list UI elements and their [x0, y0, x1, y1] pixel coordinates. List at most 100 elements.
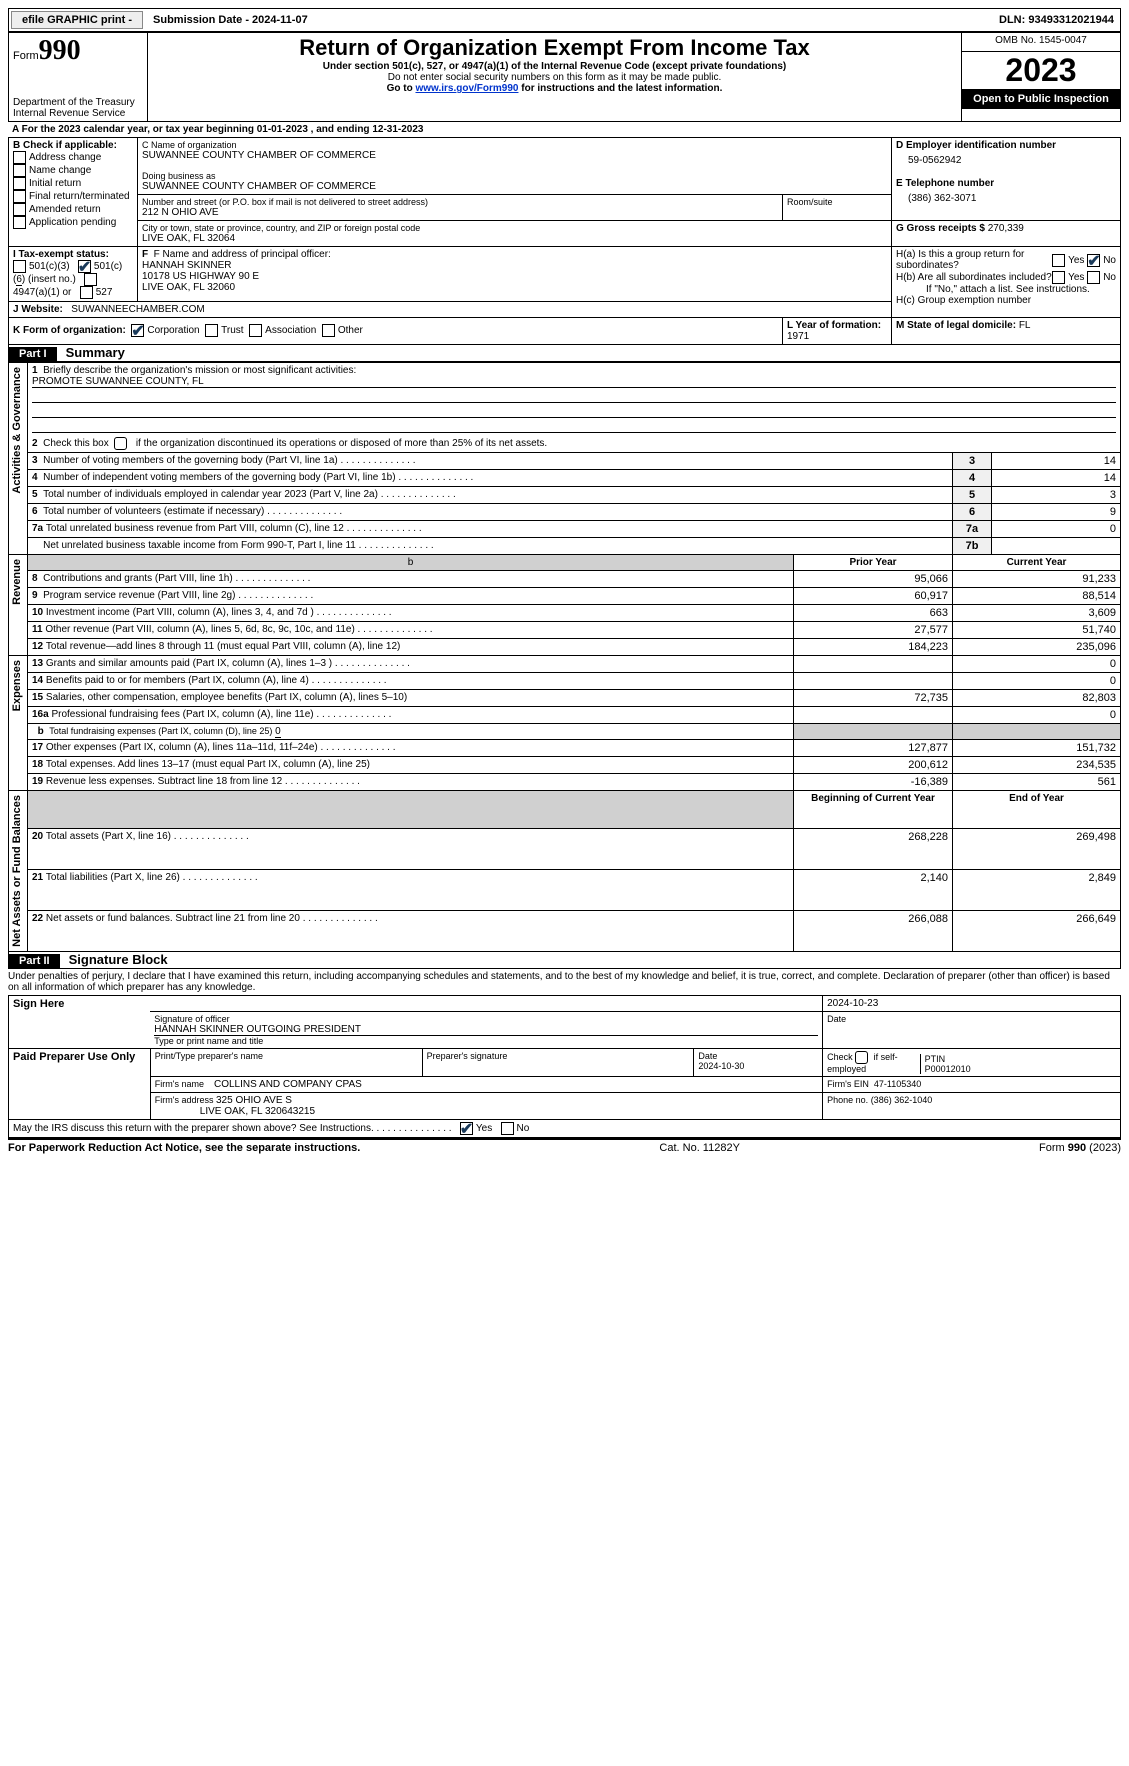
irs-label: Internal Revenue Service — [13, 108, 143, 119]
c11: 51,740 — [953, 622, 1121, 639]
firm-ein: 47-1105340 — [874, 1079, 921, 1089]
ptin: P00012010 — [925, 1064, 971, 1074]
k-label: K Form of organization: — [13, 325, 126, 336]
tax-year: 2023 — [962, 52, 1120, 89]
p14 — [794, 673, 953, 690]
cb-discuss-yes[interactable] — [460, 1122, 473, 1135]
cb-discuss-no[interactable] — [501, 1122, 514, 1135]
part2-title: Signature Block — [63, 952, 168, 967]
cb-4947[interactable] — [84, 273, 97, 286]
cb-trust[interactable] — [205, 324, 218, 337]
discuss-label: May the IRS discuss this return with the… — [13, 1123, 452, 1134]
h-c-label: H(c) Group exemption number — [896, 295, 1116, 306]
ein-value: 59-0562942 — [896, 151, 1116, 178]
f-officer-label: F F Name and address of principal office… — [142, 249, 887, 260]
v4: 14 — [992, 470, 1121, 487]
p19: -16,389 — [794, 774, 953, 791]
cb-corp[interactable] — [131, 324, 144, 337]
b20: 268,228 — [794, 829, 953, 870]
irs-link[interactable]: www.irs.gov/Form990 — [415, 83, 518, 94]
cb-assoc[interactable] — [249, 324, 262, 337]
form-number: 990 — [39, 35, 81, 66]
line13: Grants and similar amounts paid (Part IX… — [46, 658, 410, 669]
line8: Contributions and grants (Part VIII, lin… — [43, 573, 310, 584]
line11: Other revenue (Part VIII, column (A), li… — [45, 624, 432, 635]
line19: Revenue less expenses. Subtract line 18 … — [46, 776, 360, 787]
prep-name-label: Print/Type preparer's name — [150, 1048, 422, 1076]
line4: Number of independent voting members of … — [43, 472, 473, 483]
sec-net: Net Assets or Fund Balances — [9, 791, 25, 951]
cb-ha-yes[interactable] — [1052, 254, 1065, 267]
cb-name-change[interactable] — [13, 164, 26, 177]
part2-header: Part II — [9, 954, 60, 968]
cb-final-return[interactable] — [13, 190, 26, 203]
cb-501c[interactable] — [78, 260, 91, 273]
p18: 200,612 — [794, 757, 953, 774]
p13 — [794, 656, 953, 673]
p12: 184,223 — [794, 639, 953, 656]
dba-label: Doing business as — [142, 171, 887, 181]
p10: 663 — [794, 605, 953, 622]
cb-address-change[interactable] — [13, 151, 26, 164]
c9: 88,514 — [953, 588, 1121, 605]
c17: 151,732 — [953, 740, 1121, 757]
g-gross-receipts: G Gross receipts $ 270,339 — [896, 223, 1116, 234]
efile-print-button[interactable]: efile GRAPHIC print - — [11, 11, 143, 29]
form-subtitle-2: Do not enter social security numbers on … — [152, 72, 957, 83]
col-prior: Prior Year — [794, 555, 953, 571]
perjury-text: Under penalties of perjury, I declare th… — [8, 969, 1121, 995]
line17: Other expenses (Part IX, column (A), lin… — [46, 742, 396, 753]
h-b-label: H(b) Are all subordinates included? — [896, 272, 1052, 283]
line15: Salaries, other compensation, employee b… — [46, 692, 407, 703]
i-label: I Tax-exempt status: — [13, 249, 109, 260]
j-label: J Website: — [13, 304, 63, 315]
footer-left: For Paperwork Reduction Act Notice, see … — [8, 1142, 360, 1154]
date2: 2024-10-30 — [698, 1061, 744, 1071]
p9: 60,917 — [794, 588, 953, 605]
p15: 72,735 — [794, 690, 953, 707]
cb-other[interactable] — [322, 324, 335, 337]
officer-name: HANNAH SKINNER — [142, 260, 887, 271]
cb-hb-yes[interactable] — [1052, 271, 1065, 284]
cb-hb-no[interactable] — [1087, 271, 1100, 284]
city-label: City or town, state or province, country… — [142, 223, 887, 233]
cb-ha-no[interactable] — [1087, 254, 1100, 267]
line5: Total number of individuals employed in … — [43, 489, 456, 500]
h-b-note: If "No," attach a list. See instructions… — [896, 284, 1116, 295]
c13: 0 — [953, 656, 1121, 673]
part1-header: Part I — [9, 347, 57, 361]
street-value: 212 N OHIO AVE — [142, 207, 778, 218]
e-phone-label: E Telephone number — [896, 178, 1116, 189]
sec-rev: Revenue — [9, 555, 25, 609]
e21: 2,849 — [953, 870, 1121, 911]
cb-initial-return[interactable] — [13, 177, 26, 190]
line7a: Total unrelated business revenue from Pa… — [46, 523, 422, 534]
website-value: SUWANNEECHAMBER.COM — [71, 304, 205, 315]
c14: 0 — [953, 673, 1121, 690]
form-subtitle-1: Under section 501(c), 527, or 4947(a)(1)… — [152, 61, 957, 72]
col-boy: Beginning of Current Year — [794, 791, 953, 829]
line3: Number of voting members of the governin… — [43, 455, 415, 466]
cb-amended-return[interactable] — [13, 203, 26, 216]
p16a — [794, 707, 953, 724]
cb-line2[interactable] — [114, 437, 127, 450]
cb-application-pending[interactable] — [13, 216, 26, 229]
officer-addr2: LIVE OAK, FL 32060 — [142, 282, 887, 293]
form-title: Return of Organization Exempt From Incom… — [152, 35, 957, 61]
room-label: Room/suite — [787, 197, 887, 207]
l-label: L Year of formation: — [787, 320, 881, 331]
c15: 82,803 — [953, 690, 1121, 707]
line16a: Professional fundraising fees (Part IX, … — [51, 709, 391, 720]
paid-preparer: Paid Preparer Use Only — [9, 1048, 151, 1119]
part1-title: Summary — [60, 345, 125, 360]
prep-sig-label: Preparer's signature — [422, 1048, 694, 1076]
cb-self-employed[interactable] — [855, 1051, 868, 1064]
col-current: Current Year — [953, 555, 1121, 571]
cb-501c3[interactable] — [13, 260, 26, 273]
v3: 14 — [992, 453, 1121, 470]
line1-label: Briefly describe the organization's miss… — [43, 365, 356, 376]
dba-name: SUWANNEE COUNTY CHAMBER OF COMMERCE — [142, 181, 887, 192]
dln: DLN: 93493312021944 — [999, 14, 1120, 26]
cb-527[interactable] — [80, 286, 93, 299]
v7b — [992, 538, 1121, 555]
